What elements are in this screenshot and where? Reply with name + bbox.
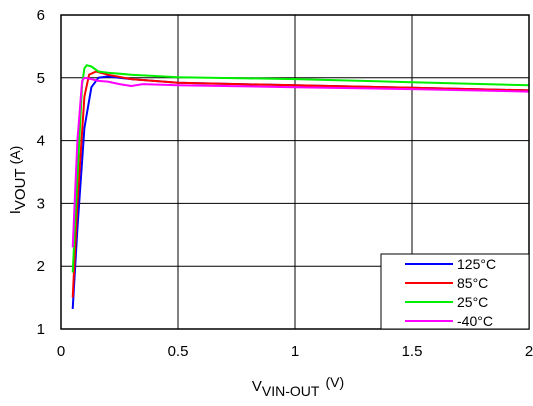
x-tick-label: 2: [525, 343, 533, 360]
series-line: [71, 70, 530, 298]
y-tick-label: 3: [37, 195, 45, 212]
x-tick-label: 0: [57, 343, 65, 360]
series-line: [71, 76, 530, 248]
y-tick-label: 5: [37, 70, 45, 87]
x-axis-label-unit: (V): [325, 374, 344, 390]
x-tick-label: 1.5: [402, 343, 423, 360]
y-tick-label: 2: [37, 258, 45, 275]
grid: [61, 15, 529, 329]
legend-label: 125°C: [457, 256, 496, 272]
y-tick-label: 4: [37, 133, 45, 150]
legend-box: [380, 253, 530, 330]
y-tick-label: 6: [37, 7, 45, 24]
y-tick-labels: 1 2 3 4 5 6: [37, 7, 45, 338]
legend-label: 85°C: [457, 275, 488, 291]
y-axis-label-unit: (A): [7, 146, 23, 165]
x-tick-label: 1: [291, 343, 299, 360]
legend-label: -40°C: [457, 313, 493, 329]
legend-label: 25°C: [457, 294, 488, 310]
legend: 125°C 85°C 25°C -40°C: [380, 253, 530, 330]
y-axis-label-sub: VOUT: [12, 168, 29, 210]
x-axis-label: VVIN-OUT (V): [252, 374, 344, 399]
x-tick-labels: 0 0.5 1 1.5 2: [57, 343, 533, 360]
y-axis-label-main: I: [7, 210, 24, 214]
x-axis-label-sub: VIN-OUT: [262, 383, 320, 399]
y-axis-label: IVOUT (A): [7, 146, 29, 215]
x-tick-label: 0.5: [168, 343, 189, 360]
y-tick-label: 1: [37, 321, 45, 338]
series-line: [71, 64, 530, 273]
plot-lines: [71, 64, 530, 309]
plot-frame: [60, 14, 530, 330]
x-axis-label-main: V: [252, 378, 262, 395]
